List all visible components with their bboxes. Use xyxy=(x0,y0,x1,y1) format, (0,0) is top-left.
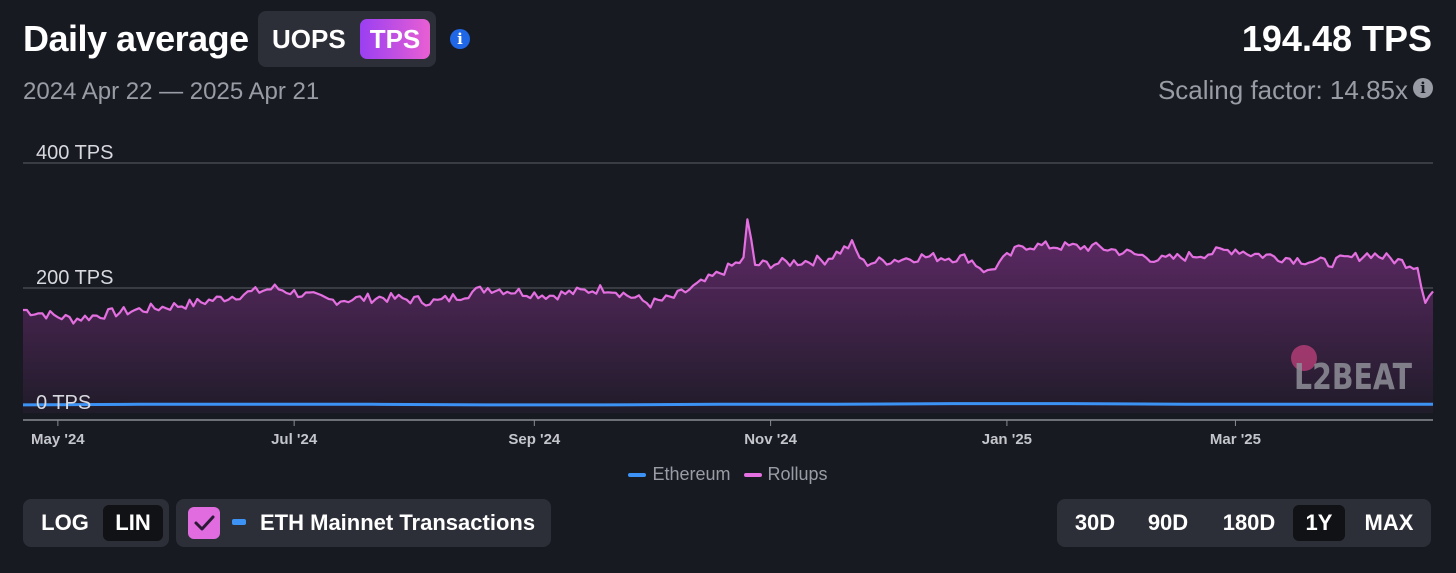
x-tick-label: Jan '25 xyxy=(982,431,1032,448)
range-selector: 30D 90D 180D 1Y MAX xyxy=(1057,499,1431,547)
range-max-button[interactable]: MAX xyxy=(1364,510,1414,535)
chart-legend: Ethereum Rollups xyxy=(0,464,1456,485)
mainnet-label: ETH Mainnet Transactions xyxy=(260,510,536,535)
x-tick-label: Sep '24 xyxy=(508,431,561,448)
l2beat-watermark: L2BEAT xyxy=(1291,345,1412,398)
scale-toggle: LOG LIN xyxy=(23,499,169,547)
checkbox[interactable] xyxy=(188,507,220,539)
svg-text:L2BEAT: L2BEAT xyxy=(1294,357,1412,398)
range-1y-button[interactable]: 1Y xyxy=(1293,505,1345,541)
ethereum-swatch xyxy=(628,473,647,478)
date-range: 2024 Apr 22 — 2025 Apr 21 xyxy=(23,78,320,105)
mainnet-toggle[interactable]: ETH Mainnet Transactions xyxy=(176,499,551,547)
ethereum-line xyxy=(22,402,1433,407)
mainnet-swatch xyxy=(232,519,246,525)
y-tick-label: 0 TPS xyxy=(36,392,91,414)
tps-chart: 0 TPS 200 TPS 400 TPS May '24 Jul '24 Sep '2… xyxy=(22,142,1434,448)
scaling-info-icon[interactable]: i xyxy=(1413,78,1433,98)
rollups-area xyxy=(23,219,1433,413)
uops-option[interactable]: UOPS xyxy=(272,24,346,54)
y-tick-label: 200 TPS xyxy=(36,267,113,289)
range-90d-button[interactable]: 90D xyxy=(1147,510,1189,535)
y-tick-label: 400 TPS xyxy=(36,142,113,164)
legend-ethereum-label: Ethereum xyxy=(652,464,731,484)
chart-title: Daily average xyxy=(23,18,249,59)
range-30d-button[interactable]: 30D xyxy=(1074,510,1116,535)
scaling-factor: Scaling factor: 14.85x xyxy=(1157,75,1408,105)
x-tick-label: May '24 xyxy=(31,431,85,448)
legend-rollups-label: Rollups xyxy=(767,464,828,484)
check-icon xyxy=(194,515,215,531)
x-tick-label: Mar '25 xyxy=(1210,431,1261,448)
legend-rollups: Rollups xyxy=(743,464,828,484)
x-tick-label: Jul '24 xyxy=(271,431,318,448)
heart-icon xyxy=(1291,345,1317,371)
range-180d-button[interactable]: 180D xyxy=(1222,510,1276,535)
legend-ethereum: Ethereum xyxy=(628,464,735,484)
info-icon[interactable]: i xyxy=(450,29,470,49)
log-button[interactable]: LOG xyxy=(41,510,89,535)
tps-option[interactable]: TPS xyxy=(360,19,430,59)
x-tick-label: Nov '24 xyxy=(744,431,797,448)
rollups-line xyxy=(23,218,1434,325)
lin-button[interactable]: LIN xyxy=(103,505,163,541)
metric-toggle: UOPS TPS xyxy=(258,11,436,67)
current-value: 194.48 TPS xyxy=(1241,18,1432,59)
rollups-swatch xyxy=(743,473,762,478)
